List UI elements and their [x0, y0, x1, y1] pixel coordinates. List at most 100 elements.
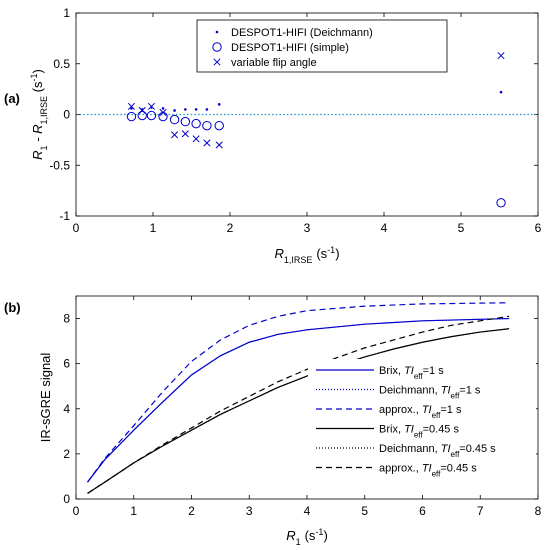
y-label-a-unit: (s — [30, 81, 45, 96]
panel-label-a: (a) — [4, 91, 20, 106]
x-label-a-unit: (s — [316, 246, 327, 261]
marker-x — [127, 102, 135, 110]
y-tick-label: -1 — [59, 209, 70, 223]
marker-circle — [214, 120, 224, 131]
legend-label: DESPOT1-HIFI (Deichmann) — [231, 27, 373, 39]
data-marks-a — [126, 52, 506, 208]
y-label-a-main: R — [30, 150, 45, 159]
x-label-a-unit-end: ) — [335, 246, 339, 261]
marker-circle — [180, 116, 191, 127]
x-tick-label: 5 — [361, 504, 368, 518]
legend-label: DESPOT1-HIFI (simple) — [231, 42, 349, 54]
x-label-b-main: R — [286, 528, 295, 543]
marker-x — [192, 135, 200, 143]
legend-label: Deichmann, TIeff=0.45 s — [379, 443, 496, 459]
marker-x — [181, 130, 189, 138]
marker-x — [159, 108, 167, 117]
x-tick-label: 1 — [130, 504, 137, 518]
x-tick-label: 4 — [381, 221, 388, 235]
marker-dot — [173, 109, 176, 112]
panel-label-b: (b) — [4, 300, 21, 315]
legend-label: variable flip angle — [231, 57, 317, 69]
y-axis-label-a: R1 - R1,IRSE (s-1) — [29, 69, 49, 160]
axes-frame-a — [75, 12, 539, 217]
x-tick-label: 2 — [188, 504, 195, 518]
x-label-a-unit-sup: -1 — [327, 245, 335, 255]
legend-label: approx., TIeff=0.45 s — [379, 463, 477, 479]
y-tick-label: 4 — [63, 402, 70, 416]
marker-circle — [191, 118, 201, 129]
x-label-a-main: R — [274, 246, 283, 261]
chart-b: 0 1 2 3 4 5 6 7 8 0 2 4 6 8 Brix, TIeff=1 s Deichmann,… — [4, 295, 542, 547]
x-tick-label: 0 — [73, 504, 80, 518]
y-label-a-sub1: 1 — [39, 145, 49, 150]
y-tick-label: 2 — [63, 447, 70, 461]
y-axis-label-b: IR-sGRE signal — [38, 353, 53, 443]
marker-dot — [217, 103, 221, 106]
marker-x — [147, 102, 156, 110]
legend-label: Brix, TIeff=0.45 s — [379, 424, 459, 440]
marker-dot — [161, 107, 165, 110]
legend-box-a — [196, 19, 448, 73]
series-line — [87, 315, 510, 494]
x-label-b-sub: 1 — [296, 537, 301, 547]
marker-circle — [146, 110, 157, 121]
legend-label: Deichmann, TIeff=1 s — [379, 385, 481, 401]
marker-x — [215, 141, 223, 149]
x-tick-label: 3 — [246, 504, 253, 518]
marker-dot — [130, 107, 133, 110]
marker-x — [171, 131, 179, 139]
marker-circle — [202, 120, 212, 131]
axis-ticks-a: 0 1 2 3 4 5 6 -1 -0.5 0 0.5 1 — [49, 6, 541, 235]
marker-circle — [169, 114, 180, 125]
y-tick-label: 0.5 — [53, 57, 70, 71]
x-tick-label: 2 — [227, 221, 234, 235]
legend-box-b — [308, 359, 536, 477]
marker-circle — [126, 111, 137, 122]
series-line — [87, 302, 510, 483]
x-tick-label: 1 — [150, 221, 157, 235]
marker-x — [138, 106, 146, 114]
axes-frame-b — [75, 295, 539, 500]
series-line — [87, 317, 510, 483]
y-tick-label: 1 — [63, 6, 70, 20]
x-tick-label: 0 — [73, 221, 80, 235]
data-lines-b — [87, 302, 510, 494]
legend-marker-x — [213, 58, 221, 66]
legend-marker-dot — [215, 30, 219, 34]
y-label-a-sub2: 1,IRSE — [39, 96, 49, 125]
marker-dot — [205, 108, 209, 111]
marker-dot — [194, 108, 198, 111]
x-tick-label: 6 — [419, 504, 426, 518]
x-tick-label: 5 — [458, 221, 465, 235]
y-label-a-unit-end: ) — [30, 69, 45, 73]
legend-b: Brix, TIeff=1 s Deichmann, TIeff=1 s appro… — [308, 359, 536, 478]
y-tick-label: 0 — [63, 108, 70, 122]
y-tick-label: 8 — [63, 312, 70, 326]
marker-dot — [184, 108, 187, 111]
x-tick-label: 3 — [304, 221, 311, 235]
x-tick-label: 7 — [477, 504, 484, 518]
marker-dot — [499, 90, 503, 94]
legend-a: DESPOT1-HIFI (Deichmann) DESPOT1-HIFI (si… — [196, 19, 448, 73]
legend-label: approx., TIeff=1 s — [379, 404, 462, 420]
x-label-b-unit-end: ) — [323, 528, 327, 543]
x-label-b-unit-sup: -1 — [315, 527, 323, 537]
y-tick-label: 0 — [63, 492, 70, 506]
marker-x — [497, 52, 505, 60]
x-label-a-sub: 1,IRSE — [284, 255, 313, 265]
x-axis-label-b: R1 (s-1) — [286, 527, 328, 547]
marker-circle — [137, 110, 147, 121]
x-tick-label: 6 — [535, 221, 542, 235]
x-axis-label-a: R1,IRSE (s-1) — [274, 245, 339, 265]
marker-x — [203, 139, 211, 147]
y-label-a-mid: - R — [30, 124, 45, 145]
y-tick-label: 6 — [63, 357, 70, 371]
legend-marker-circle — [212, 42, 222, 52]
y-tick-label: -0.5 — [49, 158, 70, 172]
y-label-a-unit-sup: -1 — [29, 74, 39, 82]
x-label-b-unit: (s — [305, 528, 316, 543]
legend-label: Brix, TIeff=1 s — [379, 365, 444, 381]
chart-a: 0 1 2 3 4 5 6 -1 -0.5 0 0.5 1 DESPOT1-HIFI (Deichma… — [4, 6, 542, 265]
